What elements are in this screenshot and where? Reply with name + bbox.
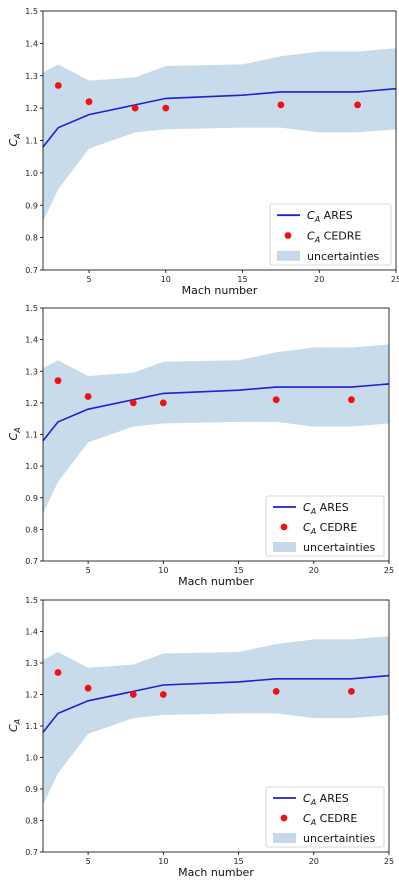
y-tick-label: 0.8 — [25, 525, 38, 534]
x-tick-label: 20 — [314, 275, 324, 284]
y-tick-label: 1.0 — [25, 754, 38, 763]
x-tick-label: 5 — [86, 275, 91, 284]
cedre-point — [85, 98, 93, 106]
y-tick-label: 1.4 — [25, 336, 38, 345]
uncertainty-band — [43, 48, 396, 222]
cedre-point — [54, 377, 62, 385]
legend-band-swatch — [273, 833, 296, 843]
ares-line — [42, 87, 397, 148]
x-axis-title: Mach number — [178, 575, 254, 588]
y-tick-label: 1.0 — [25, 169, 38, 178]
cedre-point — [272, 688, 280, 695]
legend-box — [265, 495, 385, 557]
y-tick-label: 1.2 — [25, 399, 38, 408]
cedre-point — [348, 688, 355, 695]
y-tick-label: 1.1 — [25, 431, 38, 440]
x-axis-title: Mach number — [182, 284, 258, 297]
uncertainty-band — [43, 344, 389, 514]
legend: CA ARES CA CEDRE uncertainties — [269, 203, 392, 266]
chart-panel-3: 0.7 0.8 0.9 1.0 1.1 1.2 1.3 1.4 1.5 5 10 15 20 25 Mach… — [7, 596, 394, 879]
chart-panel-2: 0.7 0.8 0.9 1.0 1.1 1.2 1.3 1.4 1.5 5 10 15 20 25 Mach… — [7, 304, 394, 588]
cedre-point — [129, 691, 137, 698]
ares-line — [42, 383, 390, 442]
cedre-point — [354, 101, 361, 109]
x-tick-label: 10 — [158, 857, 168, 866]
y-tick-label: 0.8 — [25, 817, 38, 826]
y-tick-label: 0.7 — [25, 848, 38, 857]
cedre-point — [54, 669, 62, 676]
uncertainty-band — [43, 636, 389, 805]
y-axis-title: CA — [7, 719, 22, 732]
legend-box — [269, 203, 392, 266]
y-tick-label: 0.8 — [25, 234, 38, 243]
cedre-point — [131, 104, 139, 112]
x-tick-label: 15 — [237, 275, 247, 284]
legend-point-swatch — [284, 232, 292, 239]
cedre-point — [162, 104, 170, 112]
y-tick-label: 1.1 — [25, 722, 38, 731]
legend-label: uncertainties — [303, 832, 375, 845]
y-axis-title: CA — [7, 133, 22, 146]
cedre-point — [277, 101, 285, 109]
x-tick-label: 25 — [391, 275, 399, 284]
x-tick-label: 15 — [233, 857, 243, 866]
y-tick-label: 0.7 — [25, 557, 38, 566]
legend-box — [265, 786, 385, 848]
y-tick-label: 1.5 — [25, 304, 38, 313]
cedre-point — [159, 399, 167, 407]
y-tick-label: 1.3 — [25, 659, 38, 668]
y-tick-label: 0.7 — [25, 266, 38, 275]
legend-label: uncertainties — [307, 250, 379, 263]
x-tick-label: 10 — [161, 275, 171, 284]
y-axis-title: CA — [7, 427, 22, 440]
legend-band-swatch — [277, 250, 300, 261]
legend-label: CA CEDRE — [303, 812, 357, 827]
y-tick-label: 0.9 — [25, 494, 38, 503]
y-tick-label: 1.4 — [25, 628, 38, 637]
cedre-point — [159, 691, 167, 698]
x-tick-label: 5 — [86, 566, 91, 575]
ares-line — [42, 674, 390, 733]
cedre-point — [272, 396, 280, 404]
y-tick-label: 1.3 — [25, 72, 38, 81]
x-tick-label: 20 — [309, 566, 319, 575]
legend-label: uncertainties — [303, 541, 375, 554]
y-tick-label: 0.9 — [25, 201, 38, 210]
y-tick-label: 1.2 — [25, 691, 38, 700]
cedre-point — [348, 396, 355, 404]
legend: CA ARES CA CEDRE uncertainties — [265, 495, 385, 557]
x-tick-label: 10 — [158, 566, 168, 575]
y-tick-label: 1.5 — [25, 596, 38, 605]
legend-label: CA CEDRE — [303, 521, 357, 536]
x-tick-label: 25 — [384, 566, 394, 575]
cedre-point — [129, 399, 137, 407]
x-tick-label: 5 — [86, 857, 91, 866]
legend-label: CA ARES — [303, 792, 349, 807]
cedre-point — [54, 82, 62, 89]
y-tick-label: 1.3 — [25, 367, 38, 376]
legend-label: CA CEDRE — [307, 230, 361, 245]
y-tick-label: 1.4 — [25, 39, 38, 48]
y-tick-label: 1.2 — [25, 104, 38, 113]
legend-band-swatch — [273, 542, 296, 552]
legend-point-swatch — [280, 814, 288, 822]
x-tick-label: 20 — [309, 857, 319, 866]
legend-point-swatch — [280, 523, 288, 531]
x-axis-title: Mach number — [178, 866, 254, 879]
legend-label: CA ARES — [303, 501, 349, 516]
cedre-point — [84, 684, 92, 692]
cedre-point — [84, 393, 92, 400]
x-tick-label: 15 — [233, 566, 243, 575]
y-tick-label: 1.0 — [25, 462, 38, 471]
legend: CA ARES CA CEDRE uncertainties — [265, 786, 385, 848]
y-tick-label: 0.9 — [25, 785, 38, 794]
legend-label: CA ARES — [307, 209, 353, 224]
chart-panel-1: 0.7 0.8 0.9 1.0 1.1 1.2 1.3 1.4 1.5 5 10 15 20 25 Mach… — [7, 7, 399, 297]
x-tick-label: 25 — [384, 857, 394, 866]
y-tick-label: 1.1 — [25, 137, 38, 146]
y-tick-label: 1.5 — [25, 7, 38, 16]
